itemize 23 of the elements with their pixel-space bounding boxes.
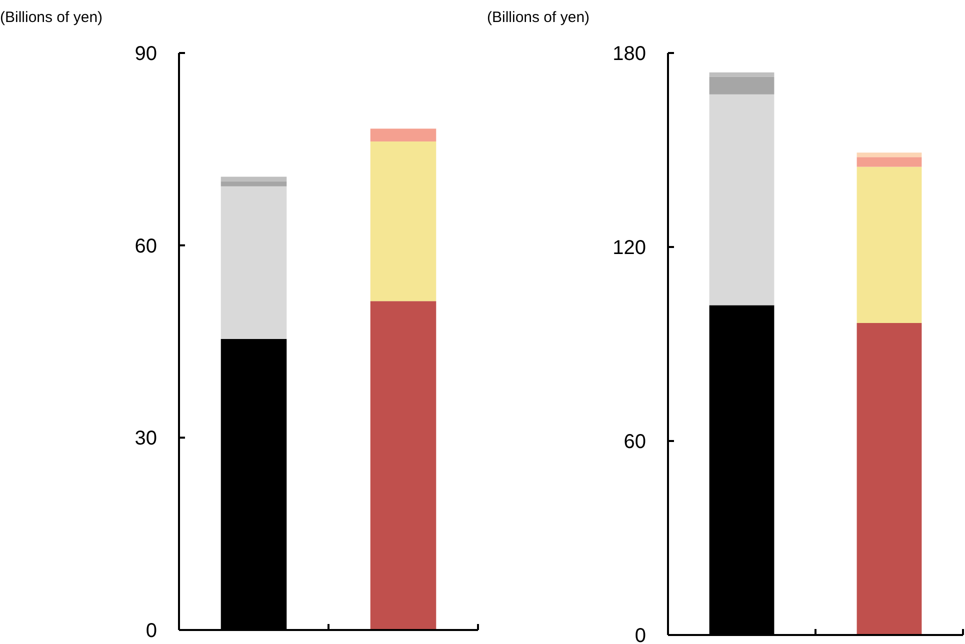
y-tick-label: 30 [134, 428, 157, 450]
y-tick-label: 120 [612, 237, 646, 259]
bar [856, 166, 922, 323]
bar [709, 72, 774, 77]
y-axis-title: (Billions of yen) [0, 9, 103, 26]
bar [709, 94, 774, 306]
bar [370, 301, 436, 630]
bar [220, 181, 287, 186]
bar [220, 186, 287, 339]
y-tick-label: 0 [634, 625, 646, 644]
y-tick-label: 0 [146, 620, 157, 642]
y-axis-title: (Billions of yen) [487, 9, 590, 26]
y-tick-label: 90 [134, 43, 157, 65]
y-tick-label: 180 [612, 43, 646, 65]
y-tick-label: 60 [134, 235, 157, 258]
bar [370, 141, 436, 302]
bar [220, 176, 287, 182]
y-tick-label: 60 [624, 431, 646, 453]
bar [856, 152, 922, 158]
bar [856, 157, 922, 167]
bar [370, 128, 436, 142]
bar [856, 322, 922, 635]
bar [709, 76, 774, 94]
